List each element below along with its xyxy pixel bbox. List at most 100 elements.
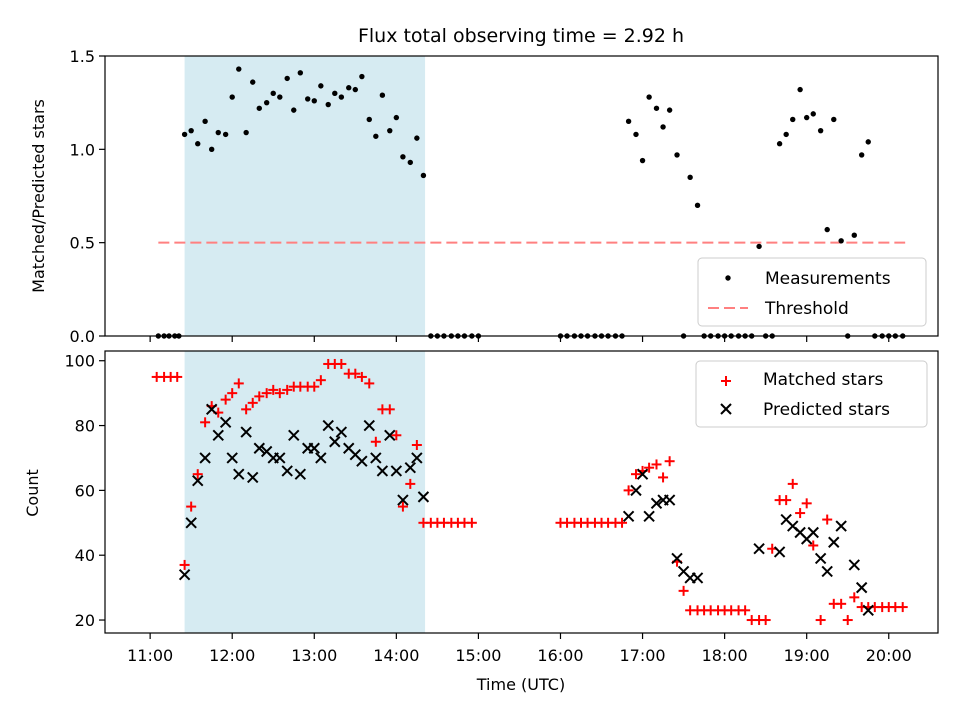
measurement-point [284, 75, 290, 82]
legend-measurements-marker [725, 275, 731, 281]
predicted-star-stroke [185, 517, 197, 529]
legend-matched-marker [721, 376, 731, 386]
matched-star-point [630, 469, 641, 480]
predicted-star-point [363, 419, 375, 432]
measurement-point [851, 232, 857, 238]
predicted-star-point [376, 465, 389, 477]
chart-title: Flux total observing time = 2.92 h [358, 25, 684, 47]
predicted-star-stroke [349, 449, 362, 461]
predicted-star-stroke [226, 452, 238, 464]
measurement-point [653, 105, 660, 111]
predicted-star-point [281, 465, 293, 477]
predicted-star-point [294, 468, 307, 480]
measurement-point [222, 131, 229, 138]
matched-star-point [227, 388, 238, 399]
matched-star-point [815, 615, 826, 626]
x-tick-label: 13:00 [291, 646, 337, 665]
matched-star-point [787, 478, 798, 489]
matched-star-point [172, 371, 183, 382]
measurement-point [407, 159, 413, 166]
matched-star-point [651, 459, 662, 470]
top-y-axis: 0.0 0.5 1.0 1.5 [70, 47, 105, 346]
matched-star-point [384, 404, 395, 415]
matched-star-point [740, 605, 751, 616]
bottom-shaded-region [184, 351, 426, 633]
matched-star-point [658, 472, 669, 483]
predicted-star-stroke [233, 468, 245, 480]
predicted-star-stroke [205, 403, 218, 416]
x-axis-label: Time (UTC) [476, 675, 565, 694]
x-tick-label: 19:00 [784, 646, 830, 665]
measurement-points [155, 66, 906, 339]
measurement-point [202, 118, 208, 125]
predicted-star-point [397, 494, 409, 506]
predicted-star-point [835, 520, 847, 532]
predicted-star-stroke [411, 452, 423, 464]
matched-star-point [466, 517, 477, 528]
predicted-star-point [185, 517, 197, 529]
predicted-star-stroke [253, 442, 265, 454]
x-tick-label: 16:00 [537, 646, 583, 665]
predicted-star-point [226, 452, 238, 464]
predicted-star-stroke [335, 426, 348, 438]
predicted-star-point [274, 452, 286, 464]
predicted-star-point [212, 429, 224, 441]
top-legend-box [697, 257, 927, 327]
predicted-star-point [411, 452, 423, 464]
predicted-star-stroke [753, 543, 765, 555]
matched-star-point [241, 404, 252, 415]
legend-matched-label: Matched stars [763, 370, 883, 390]
measurement-point [776, 141, 783, 147]
measurement-point [188, 127, 194, 134]
predicted-star-point [240, 426, 252, 438]
matched-star-point [370, 436, 381, 447]
bottom-x-axis: 11:00 12:00 13:00 14:00 15:00 16:00 17:00 18:00… [127, 633, 912, 665]
measurement-point [325, 101, 331, 108]
legend-predicted-label: Predicted stars [763, 400, 890, 420]
measurement-point [270, 90, 276, 97]
matched-star-point [644, 462, 655, 473]
matched-star-point [364, 378, 375, 389]
predicted-star-stroke [390, 465, 403, 477]
measurement-point [797, 86, 803, 93]
x-tick-label: 12:00 [209, 646, 255, 665]
matched-star-point [179, 559, 190, 570]
predicted-star-stroke [677, 565, 690, 578]
top-y-tick-label: 1.5 [70, 47, 95, 66]
predicted-star-stroke [356, 455, 368, 467]
predicted-star-stroke [787, 520, 799, 532]
measurement-point [387, 127, 393, 134]
measurement-point [373, 133, 379, 139]
predicted-star-stroke [630, 484, 642, 497]
matched-star-point [760, 615, 771, 626]
measurement-point [256, 105, 262, 111]
predicted-star-stroke [794, 526, 806, 539]
measurement-point [783, 131, 789, 138]
measurement-point [243, 129, 249, 136]
bottom-panel: 20 40 60 80 100 11:00 12:00 13:00 14:00 15:00 16:… [23, 350, 939, 694]
measurement-point [639, 157, 646, 164]
predicted-star-point [848, 559, 860, 571]
bottom-y-tick-label: 20 [75, 611, 95, 630]
measurement-point [263, 99, 270, 106]
predicted-star-stroke [219, 416, 232, 429]
predicted-star-stroke [274, 452, 286, 464]
measurement-point [824, 226, 830, 233]
predicted-star-point [630, 484, 642, 497]
predicted-star-stroke [397, 494, 409, 506]
matched-star-point [254, 391, 265, 402]
predicted-star-point [828, 536, 840, 548]
measurement-point [817, 127, 824, 134]
measurement-point [790, 116, 796, 123]
legend-threshold-label: Threshold [764, 299, 849, 319]
predicted-star-stroke [315, 452, 327, 464]
predicted-star-point [219, 416, 232, 429]
predicted-star-point [862, 604, 874, 617]
matched-star-point [822, 514, 833, 525]
x-tick-label: 17:00 [619, 646, 665, 665]
predicted-star-stroke [855, 581, 868, 594]
measurement-point [181, 131, 188, 138]
predicted-star-point [384, 429, 396, 441]
measurement-point [666, 107, 673, 113]
bottom-y-axis: 20 40 60 80 100 [64, 352, 105, 630]
